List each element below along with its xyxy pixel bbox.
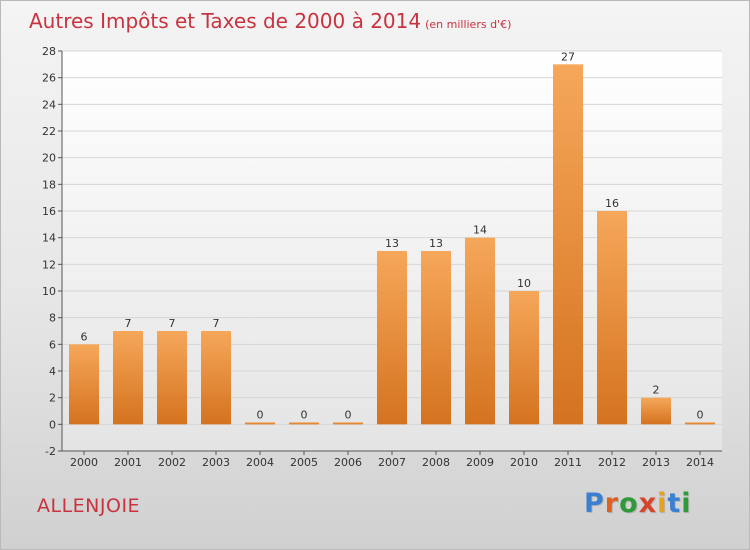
bar: [641, 397, 671, 425]
chart-title-main: Autres Impôts et Taxes de 2000 à 2014: [29, 9, 422, 33]
y-tick-label: 14: [42, 232, 56, 245]
data-label: 27: [561, 50, 575, 63]
proxiti-logo: Proxiti: [584, 488, 692, 519]
x-tick-label: 2004: [246, 456, 274, 469]
x-tick-label: 2014: [686, 456, 714, 469]
data-label: 10: [517, 277, 531, 290]
y-tick-label: 10: [42, 285, 56, 298]
x-tick-label: 2003: [202, 456, 230, 469]
bar: [509, 291, 539, 425]
x-tick-label: 2008: [422, 456, 450, 469]
x-tick-label: 2010: [510, 456, 538, 469]
data-label: 2: [653, 384, 660, 397]
y-tick-label: 4: [49, 365, 56, 378]
x-tick-label: 2013: [642, 456, 670, 469]
bar: [289, 422, 319, 425]
bar: [113, 331, 143, 425]
data-label: 0: [697, 408, 704, 421]
logo-letter: i: [681, 488, 692, 519]
y-tick-label: 6: [49, 338, 56, 351]
logo-letter: P: [584, 488, 605, 519]
y-tick-label: 26: [42, 72, 56, 85]
x-tick-label: 2000: [70, 456, 98, 469]
y-tick-label: 2: [49, 392, 56, 405]
y-tick-label: 18: [42, 178, 56, 191]
data-label: 7: [125, 317, 132, 330]
y-tick-label: 0: [49, 418, 56, 431]
x-tick-label: 2006: [334, 456, 362, 469]
bar: [201, 331, 231, 425]
chart-title: Autres Impôts et Taxes de 2000 à 2014 (en…: [29, 7, 511, 39]
data-label: 0: [345, 408, 352, 421]
data-label: 7: [169, 317, 176, 330]
data-label: 7: [213, 317, 220, 330]
logo-letter: x: [638, 488, 658, 519]
bar: [333, 422, 363, 425]
y-tick-label: 12: [42, 258, 56, 271]
x-tick-label: 2012: [598, 456, 626, 469]
data-label: 6: [81, 330, 88, 343]
logo-letter: r: [604, 488, 620, 519]
y-tick-label: 24: [42, 98, 56, 111]
y-tick-label: 22: [42, 125, 56, 138]
logo-letter: o: [619, 488, 639, 519]
bar: [421, 251, 451, 425]
bar: [69, 344, 99, 425]
data-label: 13: [385, 237, 399, 250]
x-tick-label: 2001: [114, 456, 142, 469]
logo-letter: i: [657, 488, 668, 519]
x-tick-label: 2011: [554, 456, 582, 469]
data-label: 0: [257, 408, 264, 421]
data-label: 0: [301, 408, 308, 421]
bar: [597, 211, 627, 425]
commune-name: ALLENJOIE: [37, 495, 141, 517]
data-label: 13: [429, 237, 443, 250]
y-tick-label: 16: [42, 205, 56, 218]
chart-title-unit: (en milliers d'€): [425, 18, 512, 31]
bar: [685, 422, 715, 425]
data-label: 16: [605, 197, 619, 210]
x-tick-label: 2009: [466, 456, 494, 469]
y-tick-label: 28: [42, 45, 56, 58]
y-tick-label: 20: [42, 152, 56, 165]
x-tick-label: 2007: [378, 456, 406, 469]
bar: [377, 251, 407, 425]
y-tick-label: 8: [49, 312, 56, 325]
bar: [553, 64, 583, 425]
logo-letter: t: [667, 488, 682, 519]
x-tick-label: 2002: [158, 456, 186, 469]
y-tick-label: -2: [45, 445, 56, 458]
bar: [245, 422, 275, 425]
x-tick-label: 2005: [290, 456, 318, 469]
data-label: 14: [473, 224, 487, 237]
bar: [157, 331, 187, 425]
bar: [465, 237, 495, 425]
